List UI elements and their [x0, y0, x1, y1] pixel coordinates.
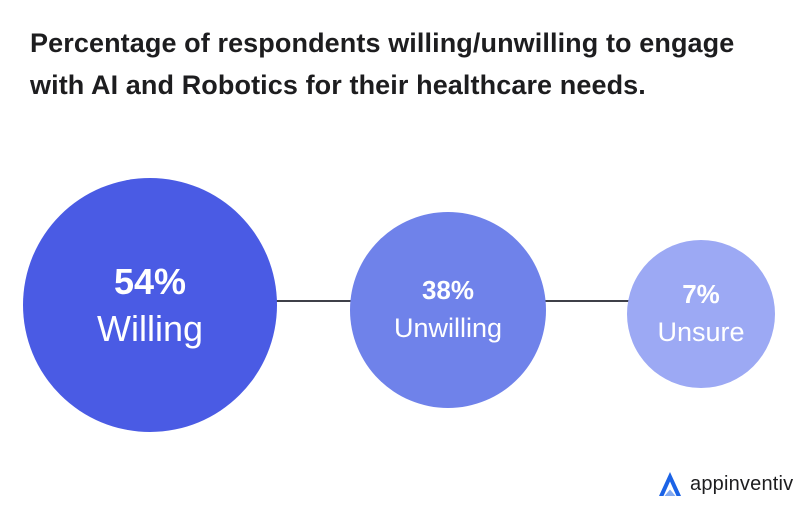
data-label-unsure: 7%	[682, 279, 720, 310]
category-label-unwilling: Unwilling	[393, 313, 503, 344]
brand-logo: appinventiv	[656, 470, 793, 498]
category-label-unsure: Unsure	[657, 317, 745, 348]
connector-line-2	[542, 300, 632, 302]
bubble-unwilling: 38% Unwilling	[350, 212, 546, 408]
category-label-willing: Willing	[96, 308, 203, 349]
chart-title: Percentage of respondents willing/unwill…	[30, 28, 735, 100]
bubble-willing: 54% Willing	[23, 178, 277, 432]
brand-name: appinventiv	[690, 472, 794, 495]
bubble-unsure: 7% Unsure	[627, 240, 775, 388]
data-label-willing: 54%	[113, 260, 187, 302]
appinventiv-logo-icon	[659, 472, 681, 496]
data-label-unwilling: 38%	[421, 275, 475, 306]
connector-line-1	[272, 300, 354, 302]
